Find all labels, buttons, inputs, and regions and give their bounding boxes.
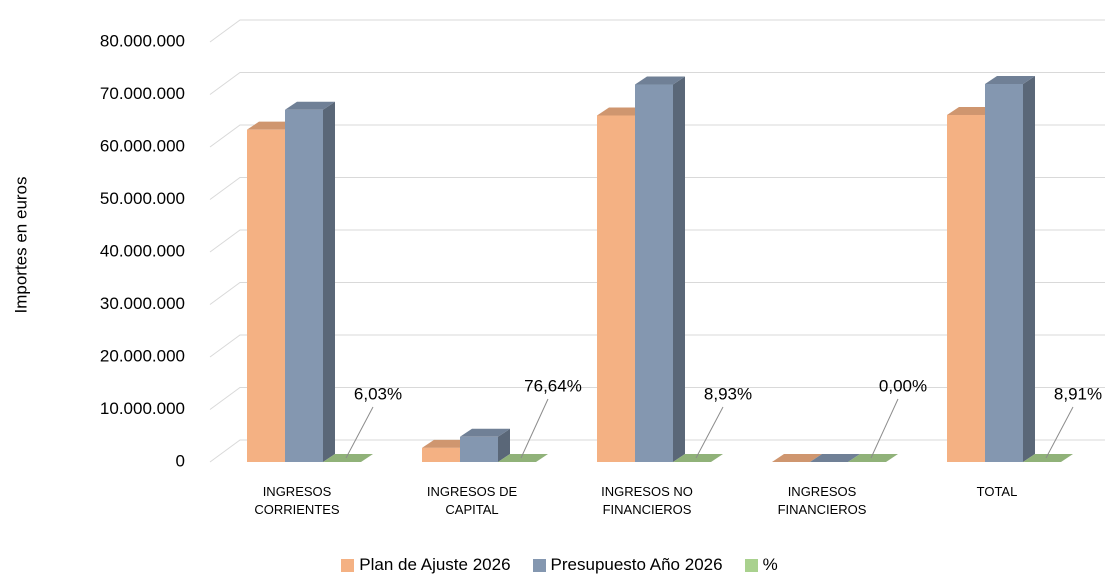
bar-top (848, 454, 898, 462)
bar-top (772, 454, 822, 462)
legend-swatch (532, 558, 546, 572)
legend-item: Presupuesto Año 2026 (532, 555, 723, 575)
data-label: 0,00% (879, 376, 927, 395)
bar (285, 109, 323, 462)
bar-top (247, 121, 297, 130)
bar (460, 436, 498, 462)
bar-side (323, 101, 335, 462)
grid-line (209, 439, 1105, 463)
leader-line (695, 406, 724, 459)
bar-side (673, 76, 685, 463)
legend-label: Plan de Ajuste 2026 (359, 555, 511, 574)
legend: Plan de Ajuste 2026 Presupuesto Año 2026% (0, 555, 1119, 575)
legend-label: Presupuesto Año 2026 (550, 555, 723, 574)
bar-top (323, 453, 373, 462)
bar-top (285, 101, 335, 110)
bar-top (1023, 453, 1073, 462)
bar-side (1023, 76, 1035, 462)
bar-side (536, 453, 548, 462)
y-tick-label: 30.000.000 (100, 294, 185, 313)
leader-line (520, 398, 549, 459)
bar-top (422, 439, 472, 448)
y-tick-label: 70.000.000 (100, 84, 185, 103)
grid-line (209, 282, 1105, 305)
leader-line (1045, 406, 1074, 459)
bar (597, 115, 635, 462)
grid-line (209, 229, 1105, 253)
legend-swatch (744, 558, 758, 572)
bar (422, 447, 460, 462)
legend-item: % (744, 555, 778, 575)
data-label: 76,64% (524, 376, 582, 395)
y-tick-label: 10.000.000 (100, 399, 185, 418)
bar-top (810, 454, 860, 462)
bar-top (498, 453, 548, 462)
x-tick-label: INGRESOS FINANCIEROS (777, 484, 867, 517)
y-tick-label: 40.000.000 (100, 241, 185, 260)
bar (635, 84, 673, 463)
x-tick-label: TOTAL (976, 484, 1018, 499)
leader-line (345, 406, 374, 459)
legend-item: Plan de Ajuste 2026 (341, 555, 511, 575)
bar-top (947, 106, 997, 115)
x-tick-label: INGRESOS DE CAPITAL (426, 484, 518, 517)
bar-top (460, 428, 510, 437)
grid-line (209, 124, 1105, 148)
bar-top (635, 76, 685, 85)
x-tick-label: INGRESOS CORRIENTES (254, 484, 340, 517)
bar (947, 114, 985, 462)
bar (985, 84, 1023, 462)
bar (247, 129, 285, 463)
bar-top (597, 107, 647, 116)
bar-side (498, 428, 510, 462)
y-tick-label: 80.000.000 (100, 31, 185, 50)
y-tick-label: 20.000.000 (100, 346, 185, 365)
grid-line (209, 19, 1105, 43)
leader-line (870, 398, 899, 459)
legend-swatch (341, 558, 355, 572)
bar-top (673, 453, 723, 462)
data-label: 8,91% (1054, 384, 1102, 403)
grid-line (209, 177, 1105, 200)
y-tick-label: 50.000.000 (100, 189, 185, 208)
grid-line (209, 72, 1105, 95)
data-label: 8,93% (704, 384, 752, 403)
x-tick-label: INGRESOS NO FINANCIEROS (601, 484, 693, 517)
y-tick-label: 0 (176, 451, 185, 470)
y-tick-label: 60.000.000 (100, 136, 185, 155)
bar-top (985, 76, 1035, 84)
grid-line (209, 334, 1105, 358)
grid-line (209, 387, 1105, 410)
y-axis-title: Importes en euros (11, 176, 30, 313)
data-label: 6,03% (354, 384, 402, 403)
legend-label: % (762, 555, 778, 574)
